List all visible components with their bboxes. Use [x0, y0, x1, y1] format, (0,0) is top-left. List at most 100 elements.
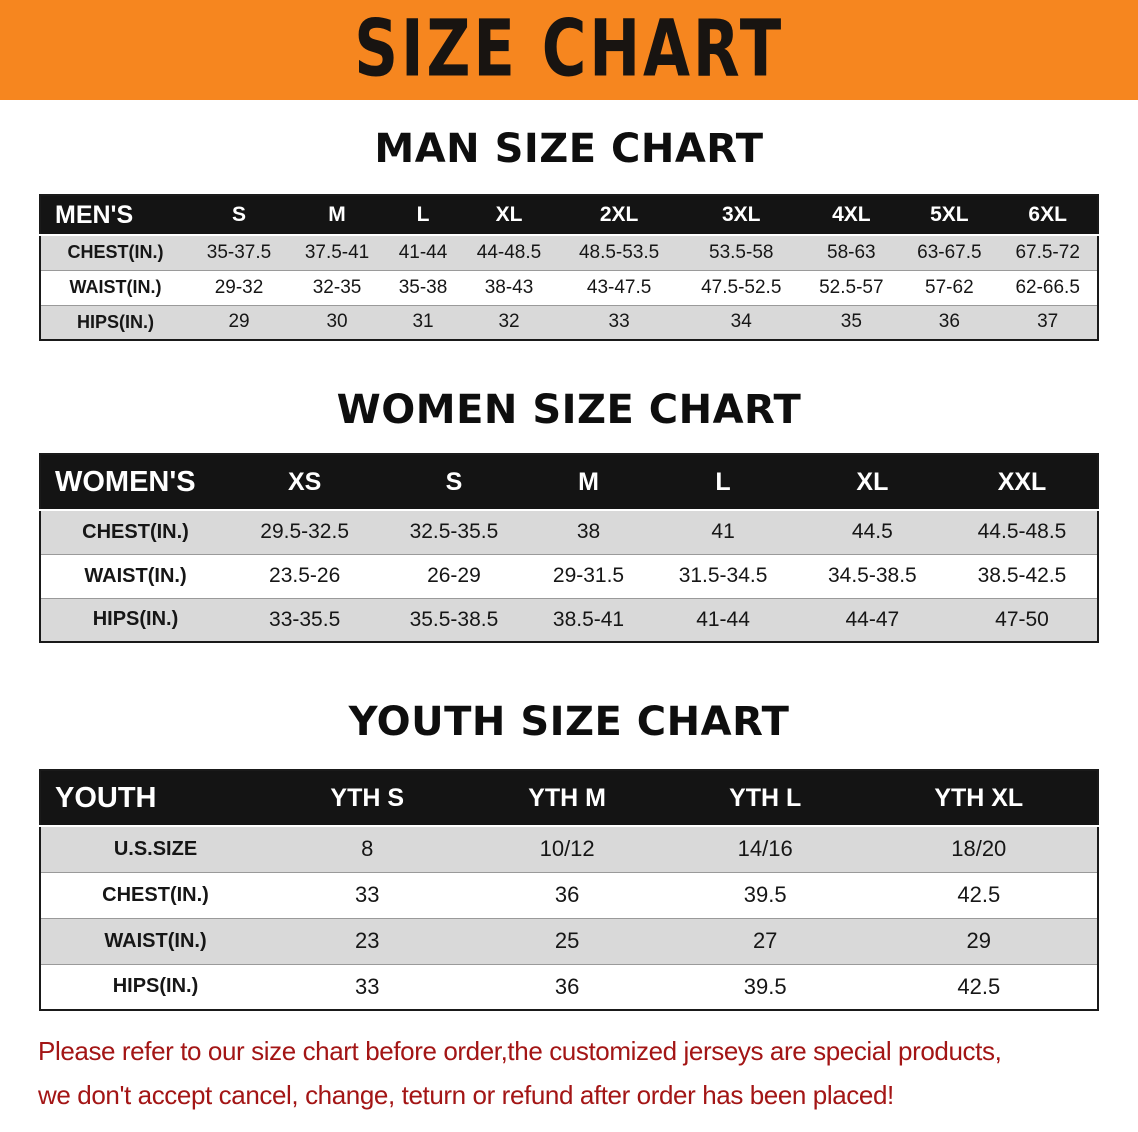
women-size-section: WOMEN SIZE CHART WOMEN'S XS S M L XL XXL CHEST…: [0, 387, 1138, 643]
women-size-table: WOMEN'S XS S M L XL XXL CHEST(IN.) 29.5-32.5 32.…: [39, 453, 1099, 643]
banner: SIZE CHART: [0, 0, 1138, 100]
table-label-header: MEN'S: [40, 195, 190, 236]
table-row: WAIST(IN.) 23 25 27 29: [40, 917, 1098, 964]
size-value-cell: 38.5-41: [528, 597, 649, 642]
table-row: CHEST(IN.) 29.5-32.5 32.5-35.5 38 41 44.5 44.5…: [40, 510, 1098, 554]
size-value-cell: 23.5-26: [230, 553, 380, 598]
size-value-cell: 41: [711, 520, 735, 544]
column-header: 4XL: [802, 195, 901, 236]
size-value-cell: 58-63: [827, 241, 876, 263]
size-value-cell: 35-38: [386, 269, 460, 305]
column-header: M: [528, 454, 649, 511]
men-size-section: MAN SIZE CHART MEN'S S M L XL 2XL 3XL 4XL 5XL 6XL…: [0, 126, 1138, 341]
table-body: U.S.SIZE 8 10/12 14/16 18/20 CHEST(IN.) 33 36 39…: [40, 826, 1098, 1010]
size-value-cell: 42.5: [860, 871, 1098, 918]
size-value-cell: 34.5-38.5: [797, 553, 948, 598]
row-label: U.S.SIZE: [113, 837, 198, 860]
size-value-cell: 35-37.5: [206, 241, 272, 263]
column-header: YTH M: [464, 770, 670, 827]
size-value-cell: 41-44: [398, 241, 448, 263]
size-value-cell: 27: [669, 917, 861, 964]
size-value-cell: 39.5: [669, 871, 861, 918]
size-value-cell: 39.5: [669, 963, 861, 1010]
table-row: U.S.SIZE 8 10/12 14/16 18/20: [40, 826, 1098, 872]
row-label: CHEST(IN.): [67, 242, 164, 263]
size-value-cell: 62-66.5: [998, 269, 1098, 305]
men-section-heading: MAN SIZE CHART: [374, 126, 764, 172]
size-value-cell: 33: [558, 304, 681, 340]
footer-note-line-1: Please refer to our size chart before or…: [38, 1036, 1002, 1066]
size-value-cell: 57-62: [900, 269, 999, 305]
row-label: HIPS(IN.): [40, 304, 190, 340]
size-value-cell: 48.5-53.5: [578, 241, 660, 263]
column-header: 5XL: [900, 195, 999, 236]
youth-size-section: YOUTH SIZE CHART YOUTH YTH S YTH M YTH L YTH…: [0, 699, 1138, 1011]
table-label-header: YOUTH: [40, 770, 270, 827]
table-head: WOMEN'S XS S M L XL XXL: [40, 454, 1098, 511]
table-body: CHEST(IN.) 35-37.5 37.5-41 41-44 44-48.5 48.5…: [40, 235, 1098, 340]
size-value-cell: 38.5-42.5: [947, 553, 1098, 598]
size-value-cell: 31: [386, 304, 460, 340]
size-value-cell: 33-35.5: [230, 597, 380, 642]
size-value-cell: 36: [464, 963, 670, 1010]
size-value-cell: 30: [288, 304, 387, 340]
size-value-cell: 29: [860, 917, 1098, 964]
column-header: XL: [797, 454, 948, 511]
table-row: HIPS(IN.) 29 30 31 32 33 34 35 36 37: [40, 304, 1098, 340]
table-label-header: WOMEN'S: [40, 454, 230, 511]
size-value-cell: 14/16: [737, 836, 793, 862]
column-header: 3XL: [680, 195, 803, 236]
table-head: YOUTH YTH S YTH M YTH L YTH XL: [40, 770, 1098, 827]
size-value-cell: 47.5-52.5: [680, 269, 803, 305]
column-header: L: [386, 195, 460, 236]
footer-note-line-2: we don't accept cancel, change, teturn o…: [38, 1080, 894, 1110]
size-value-cell: 47-50: [947, 597, 1098, 642]
size-value-cell: 35.5-38.5: [379, 597, 529, 642]
column-header: XL: [460, 195, 559, 236]
row-label: CHEST(IN.): [40, 871, 270, 918]
size-value-cell: 44.5-48.5: [977, 520, 1067, 544]
size-value-cell: 10/12: [539, 836, 595, 862]
size-value-cell: 53.5-58: [709, 241, 774, 263]
size-value-cell: 44.5: [851, 520, 893, 544]
size-value-cell: 29.5-32.5: [260, 520, 350, 544]
youth-size-table: YOUTH YTH S YTH M YTH L YTH XL U.S.SIZE 8 10/1…: [39, 769, 1099, 1011]
table-row: WAIST(IN.) 29-32 32-35 35-38 38-43 43-47.5 47.…: [40, 269, 1098, 305]
table-head: MEN'S S M L XL 2XL 3XL 4XL 5XL 6XL: [40, 195, 1098, 236]
column-header: XS: [230, 454, 380, 511]
size-value-cell: 52.5-57: [802, 269, 901, 305]
size-value-cell: 32.5-35.5: [409, 520, 499, 544]
size-value-cell: 33: [270, 871, 465, 918]
size-value-cell: 63-67.5: [917, 241, 982, 263]
size-value-cell: 38-43: [460, 269, 559, 305]
row-label: HIPS(IN.): [40, 597, 230, 642]
table-row: CHEST(IN.) 35-37.5 37.5-41 41-44 44-48.5 48.5…: [40, 235, 1098, 270]
header-row: MEN'S S M L XL 2XL 3XL 4XL 5XL 6XL: [40, 195, 1098, 236]
size-value-cell: 32-35: [288, 269, 387, 305]
table-row: HIPS(IN.) 33-35.5 35.5-38.5 38.5-41 41-44 44-…: [40, 597, 1098, 642]
row-label: HIPS(IN.): [40, 963, 270, 1010]
header-row: WOMEN'S XS S M L XL XXL: [40, 454, 1098, 511]
size-value-cell: 43-47.5: [558, 269, 681, 305]
row-label: WAIST(IN.): [40, 917, 270, 964]
women-section-heading: WOMEN SIZE CHART: [336, 387, 802, 433]
youth-section-heading: YOUTH SIZE CHART: [348, 699, 790, 745]
size-value-cell: 44-47: [797, 597, 948, 642]
size-value-cell: 18/20: [951, 836, 1007, 862]
size-value-cell: 29-31.5: [528, 553, 649, 598]
column-header: L: [648, 454, 798, 511]
size-value-cell: 36: [900, 304, 999, 340]
size-value-cell: 34: [680, 304, 803, 340]
size-value-cell: 41-44: [648, 597, 798, 642]
size-value-cell: 29: [190, 304, 289, 340]
size-value-cell: 8: [361, 836, 374, 862]
size-value-cell: 44-48.5: [476, 241, 542, 263]
table-row: WAIST(IN.) 23.5-26 26-29 29-31.5 31.5-34.5 34…: [40, 553, 1098, 598]
row-label: WAIST(IN.): [40, 553, 230, 598]
size-value-cell: 35: [802, 304, 901, 340]
column-header: 2XL: [558, 195, 681, 236]
size-value-cell: 33: [270, 963, 465, 1010]
size-value-cell: 31.5-34.5: [648, 553, 798, 598]
column-header: S: [190, 195, 289, 236]
